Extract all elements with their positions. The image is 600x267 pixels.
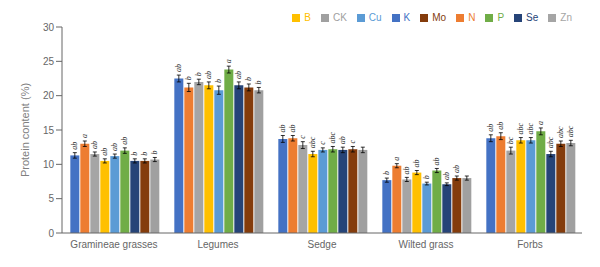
- html-text:Zn: Zn: [560, 12, 572, 23]
- html-text:CK: CK: [332, 12, 347, 23]
- svg-text:c: c: [298, 135, 307, 139]
- html-text:K: K: [403, 12, 411, 23]
- svg-text:0: 0: [48, 228, 54, 239]
- svg-text:c: c: [318, 141, 327, 145]
- html-text:B: B: [304, 12, 311, 23]
- html-text:Se: Se: [526, 12, 539, 23]
- svg-text:b: b: [382, 171, 391, 175]
- svg-text:b: b: [184, 76, 193, 80]
- svg-text:10: 10: [43, 159, 55, 170]
- html-text:Mo: Mo: [432, 12, 447, 23]
- svg-text:ab: ab: [278, 124, 287, 132]
- svg-text:ab: ab: [412, 160, 421, 168]
- svg-text:Wilted grass: Wilted grass: [398, 239, 453, 250]
- html-text:N: N: [468, 12, 476, 23]
- svg-text:Legumes: Legumes: [197, 239, 238, 250]
- svg-text:a: a: [392, 157, 401, 161]
- html-text:Cu: Cu: [368, 12, 382, 23]
- svg-text:a: a: [80, 134, 89, 138]
- svg-text:15: 15: [43, 125, 55, 136]
- svg-text:ab: ab: [338, 136, 347, 144]
- svg-text:b: b: [422, 175, 431, 179]
- svg-text:abc: abc: [308, 136, 317, 148]
- svg-text:20: 20: [43, 90, 55, 101]
- svg-text:ab: ab: [90, 141, 99, 149]
- svg-text:ab: ab: [174, 64, 183, 72]
- svg-text:a: a: [536, 121, 545, 125]
- svg-text:b: b: [244, 77, 253, 81]
- svg-text:b: b: [254, 80, 263, 84]
- svg-text:ab: ab: [120, 137, 129, 145]
- svg-text:a: a: [224, 59, 233, 63]
- svg-text:ab: ab: [486, 124, 495, 132]
- svg-text:5: 5: [48, 193, 54, 204]
- svg-text:ab: ab: [234, 71, 243, 79]
- svg-text:ab: ab: [496, 122, 505, 130]
- svg-text:Forbs: Forbs: [517, 239, 543, 250]
- svg-text:b: b: [150, 150, 159, 154]
- svg-text:25: 25: [43, 56, 55, 67]
- svg-text:abc: abc: [556, 126, 565, 138]
- svg-text:ab: ab: [432, 157, 441, 165]
- svg-text:b: b: [130, 152, 139, 156]
- svg-text:Protein content (%): Protein content (%): [19, 83, 31, 177]
- svg-text:abc: abc: [516, 123, 525, 135]
- svg-text:ab: ab: [402, 166, 411, 174]
- svg-text:abc: abc: [546, 136, 555, 148]
- svg-text:ab: ab: [110, 143, 119, 151]
- svg-text:ab: ab: [204, 71, 213, 79]
- svg-text:abc: abc: [566, 125, 575, 137]
- svg-text:abc: abc: [526, 123, 535, 135]
- svg-text:Gramineae grasses: Gramineae grasses: [70, 239, 157, 250]
- svg-text:b: b: [214, 79, 223, 83]
- svg-text:ab: ab: [288, 124, 297, 132]
- svg-text:abc: abc: [328, 131, 337, 143]
- svg-text:bc: bc: [506, 136, 515, 144]
- svg-text:30: 30: [43, 22, 55, 33]
- svg-text:b: b: [140, 152, 149, 156]
- svg-text:Sedge: Sedge: [308, 239, 337, 250]
- svg-text:ab: ab: [70, 142, 79, 150]
- svg-text:ab: ab: [442, 172, 451, 180]
- svg-text:ab: ab: [452, 165, 461, 173]
- svg-text:c: c: [348, 139, 357, 143]
- html-text:P: P: [497, 12, 505, 23]
- svg-text:ab: ab: [100, 148, 109, 156]
- svg-text:b: b: [194, 72, 203, 76]
